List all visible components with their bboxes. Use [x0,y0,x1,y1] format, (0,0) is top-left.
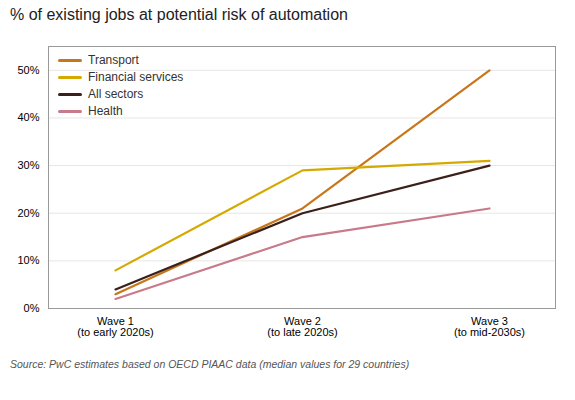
svg-text:Wave 2(to late 2020s): Wave 2(to late 2020s) [267,315,337,338]
svg-text:10%: 10% [17,254,39,266]
svg-text:40%: 40% [17,111,39,123]
svg-text:Wave 3(to mid-2030s): Wave 3(to mid-2030s) [454,315,525,338]
svg-text:30%: 30% [17,159,39,171]
svg-text:0%: 0% [24,302,40,314]
html-text:% of existing jobs at potentia: % of existing jobs at potential risk of … [10,6,348,23]
html-text:All sectors: All sectors [88,87,144,101]
svg-text:50%: 50% [17,64,39,76]
svg-text:Wave 1(to early 2020s): Wave 1(to early 2020s) [77,315,153,338]
html-text:Transport: Transport [88,53,139,67]
html-text:Health: Health [88,104,123,118]
html-text:Financial services: Financial services [88,70,184,84]
html-text:Source: PwC estimates based on: Source: PwC estimates based on OECD PIAA… [10,358,410,370]
svg-text:20%: 20% [17,207,39,219]
